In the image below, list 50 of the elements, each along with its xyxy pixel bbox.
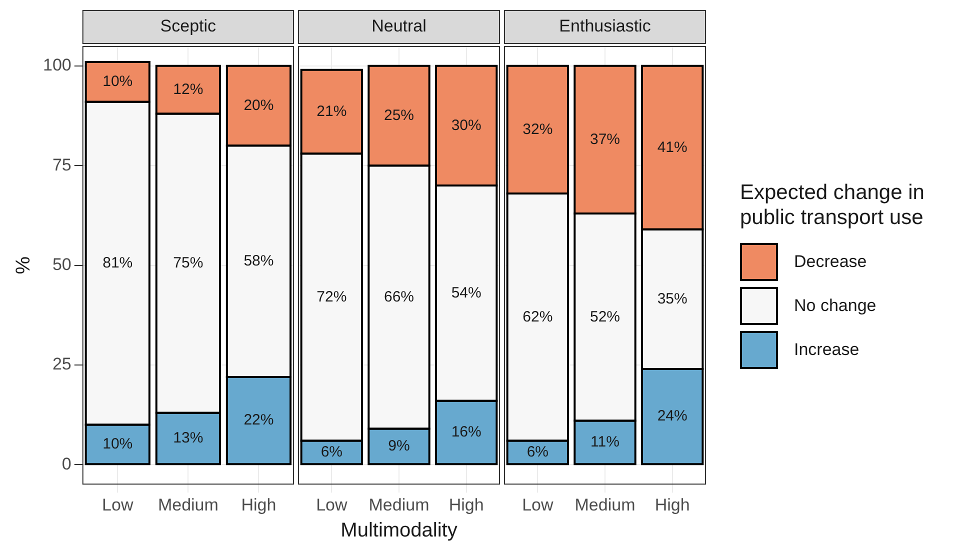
data-label: 13% [173, 430, 204, 447]
data-label: 72% [316, 288, 347, 306]
legend-title: Expected change in public transport use [740, 180, 926, 230]
data-label: 12% [173, 81, 204, 98]
data-label: 35% [657, 290, 688, 308]
data-label: 10% [102, 436, 133, 453]
x-tick-label: Medium [574, 495, 636, 514]
data-label: 11% [590, 434, 620, 451]
data-label: 75% [173, 254, 204, 272]
data-label: 16% [451, 424, 482, 441]
data-label: 54% [451, 284, 482, 302]
x-tick-label: High [654, 495, 690, 514]
chart-title: Enthusiastic [559, 16, 652, 36]
text: No change [794, 296, 876, 316]
x-tick-label: Low [522, 495, 554, 514]
data-label: 58% [244, 252, 274, 270]
x-tick-label: High [448, 495, 484, 514]
legend-label: Decrease [794, 252, 867, 272]
data-label: 62% [522, 308, 553, 326]
x-axis-title: Multimodality [340, 520, 458, 542]
data-label: 30% [451, 116, 482, 134]
chart-title: Sceptic [160, 16, 217, 36]
data-label: 22% [244, 412, 274, 429]
data-label: 20% [244, 96, 274, 114]
y-tick-label: 25 [52, 354, 72, 374]
chart-title: Neutral [372, 16, 426, 36]
x-tick-label: Low [316, 495, 348, 514]
legend-label: Increase [794, 340, 860, 360]
data-label: 66% [384, 288, 414, 306]
data-label: 37% [590, 130, 620, 148]
data-label: 52% [590, 308, 620, 326]
x-tick-label: Low [102, 495, 134, 514]
y-tick-label: 0 [62, 454, 72, 474]
data-label: 6% [320, 444, 343, 461]
x-tick-label: High [241, 495, 276, 514]
x-tick-label: Medium [158, 495, 218, 514]
data-label: 41% [657, 138, 688, 156]
data-label: 32% [522, 120, 553, 138]
y-tick-label: 100 [42, 56, 72, 75]
y-tick-label: 75 [52, 155, 72, 174]
data-label: 6% [526, 444, 549, 461]
data-label: 21% [316, 102, 347, 120]
data-label: 9% [388, 438, 410, 455]
data-label: 25% [384, 106, 414, 124]
data-label: 81% [102, 254, 133, 272]
data-label: 24% [657, 408, 688, 425]
y-axis-title: % [12, 256, 35, 274]
x-tick-label: Medium [368, 495, 430, 514]
y-tick-label: 50 [52, 254, 72, 274]
data-label: 10% [102, 73, 133, 90]
